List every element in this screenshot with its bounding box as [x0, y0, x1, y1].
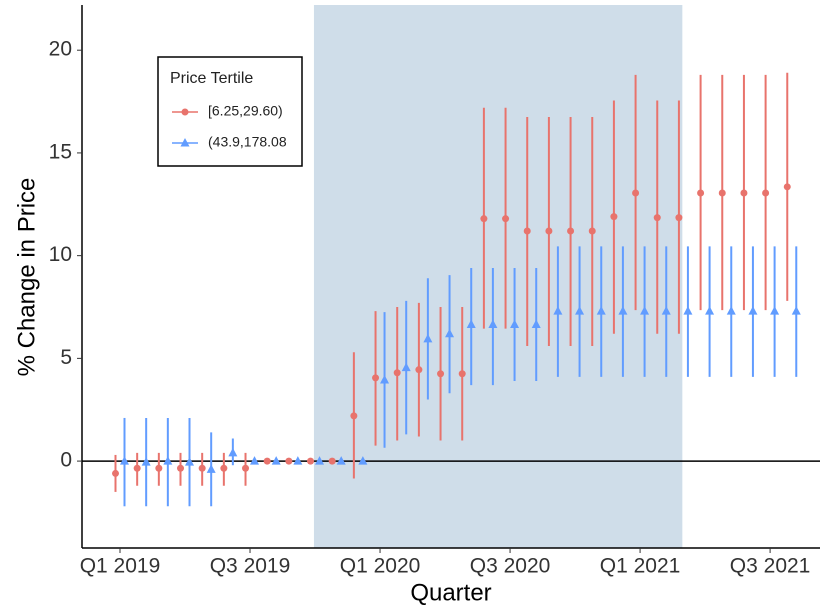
point — [293, 456, 303, 465]
point — [263, 457, 271, 465]
point — [531, 319, 541, 328]
point — [640, 306, 650, 315]
x-tick-label: Q3 2020 — [470, 555, 551, 578]
point — [220, 464, 228, 472]
point — [185, 457, 195, 466]
point — [328, 457, 336, 465]
point — [133, 464, 141, 472]
y-axis-title: % Change in Price — [13, 178, 40, 377]
point — [401, 362, 411, 372]
y-tick-label: 10 — [49, 243, 72, 266]
point — [315, 456, 325, 465]
point — [445, 328, 455, 338]
point — [683, 306, 693, 315]
point — [480, 215, 488, 223]
point — [762, 189, 770, 197]
point — [740, 189, 748, 197]
point — [350, 412, 358, 420]
point — [120, 456, 129, 465]
point — [791, 306, 801, 315]
point — [523, 227, 531, 235]
x-tick-label: Q1 2020 — [340, 555, 421, 578]
legend-label: [6.25,29.60) — [208, 103, 283, 119]
point — [155, 464, 163, 472]
point — [567, 227, 575, 235]
x-tick-label: Q3 2019 — [210, 555, 291, 578]
point — [393, 369, 401, 377]
y-tick-label: 5 — [60, 346, 72, 369]
shaded-period — [313, 5, 683, 548]
x-axis-title: Quarter — [410, 579, 491, 606]
point — [653, 214, 661, 222]
legend: Price Tertile [6.25,29.60) (43.9,178.08 — [157, 56, 303, 167]
point — [163, 456, 173, 465]
point — [575, 306, 585, 315]
point — [770, 306, 780, 315]
point — [181, 108, 189, 116]
point — [726, 306, 736, 315]
point — [372, 374, 380, 382]
point — [610, 213, 618, 221]
point — [380, 374, 390, 384]
point — [466, 319, 476, 328]
point — [553, 306, 563, 315]
point — [632, 189, 640, 197]
legend-title: Price Tertile — [170, 70, 253, 87]
legend-label: (43.9,178.08 — [208, 134, 287, 150]
y-tick-label: 20 — [49, 38, 72, 61]
point — [618, 306, 628, 315]
point — [458, 370, 466, 378]
point — [423, 333, 433, 343]
point — [488, 319, 498, 328]
point — [358, 456, 368, 465]
point — [437, 370, 445, 378]
point — [250, 456, 260, 465]
point — [228, 447, 238, 457]
point — [242, 464, 250, 472]
point — [705, 306, 715, 315]
y-tick-label: 15 — [49, 140, 72, 163]
point — [510, 319, 520, 328]
point — [336, 456, 346, 465]
point — [206, 464, 216, 473]
point — [748, 306, 758, 315]
point — [112, 469, 119, 477]
point — [177, 464, 185, 472]
series — [112, 72, 791, 492]
point — [198, 464, 206, 472]
point — [415, 366, 423, 374]
point — [502, 215, 510, 223]
point — [697, 189, 705, 197]
point — [285, 457, 293, 465]
point — [545, 227, 553, 235]
point — [783, 183, 791, 191]
y-tick-label: 0 — [60, 449, 72, 472]
point — [675, 214, 683, 222]
point — [661, 306, 671, 315]
point — [180, 138, 190, 147]
point — [307, 457, 315, 465]
x-tick-label: Q1 2019 — [80, 555, 161, 578]
point — [588, 227, 596, 235]
point — [141, 457, 151, 466]
point — [718, 189, 726, 197]
point — [596, 306, 606, 315]
x-tick-label: Q3 2021 — [730, 555, 811, 578]
point — [271, 456, 281, 465]
series — [120, 246, 801, 507]
x-tick-label: Q1 2021 — [600, 555, 681, 578]
